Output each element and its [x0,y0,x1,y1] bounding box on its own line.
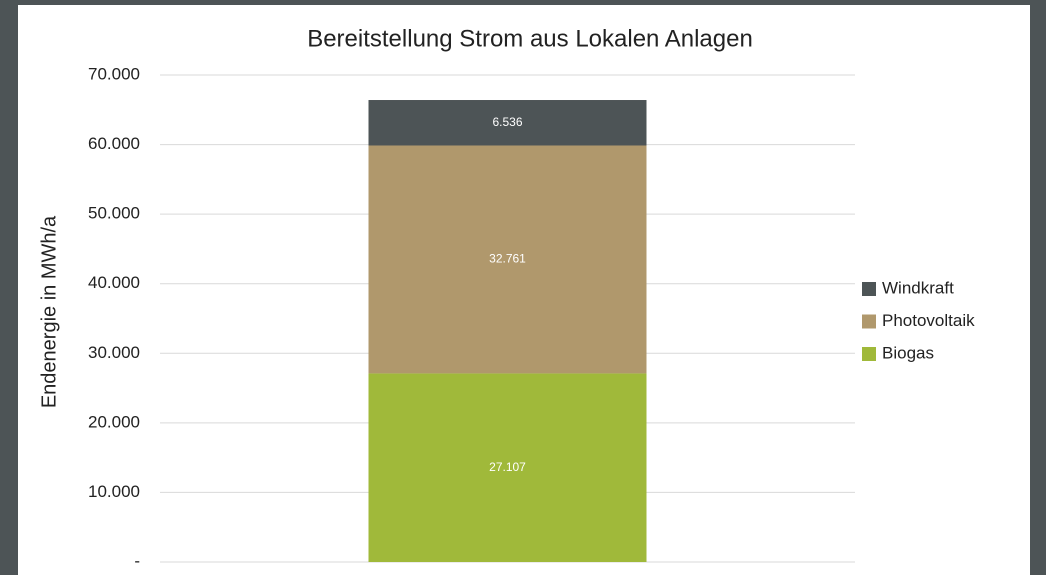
legend-label: Windkraft [882,278,954,297]
legend-swatch [862,282,876,296]
y-tick-label: - [134,551,140,570]
y-tick-label: 10.000 [88,482,140,501]
bar-segment [368,100,647,146]
y-tick-label: 70.000 [88,64,140,83]
bar-segment [368,145,647,374]
bar-segment [368,373,647,562]
y-axis-label: Endenergie in MWh/a [38,215,60,408]
data-label: 32.761 [489,252,526,266]
data-label: 27.107 [489,460,526,474]
y-tick-label: 40.000 [88,273,140,292]
data-label: 6.536 [492,115,522,129]
legend-swatch [862,347,876,361]
y-tick-label: 20.000 [88,412,140,431]
y-tick-label: 30.000 [88,343,140,362]
y-tick-label: 50.000 [88,204,140,223]
legend-label: Photovoltaik [882,311,975,330]
y-tick-label: 60.000 [88,134,140,153]
legend-swatch [862,314,876,329]
legend-label: Biogas [882,343,934,362]
chart-title: Bereitstellung Strom aus Lokalen Anlagen [307,25,753,52]
